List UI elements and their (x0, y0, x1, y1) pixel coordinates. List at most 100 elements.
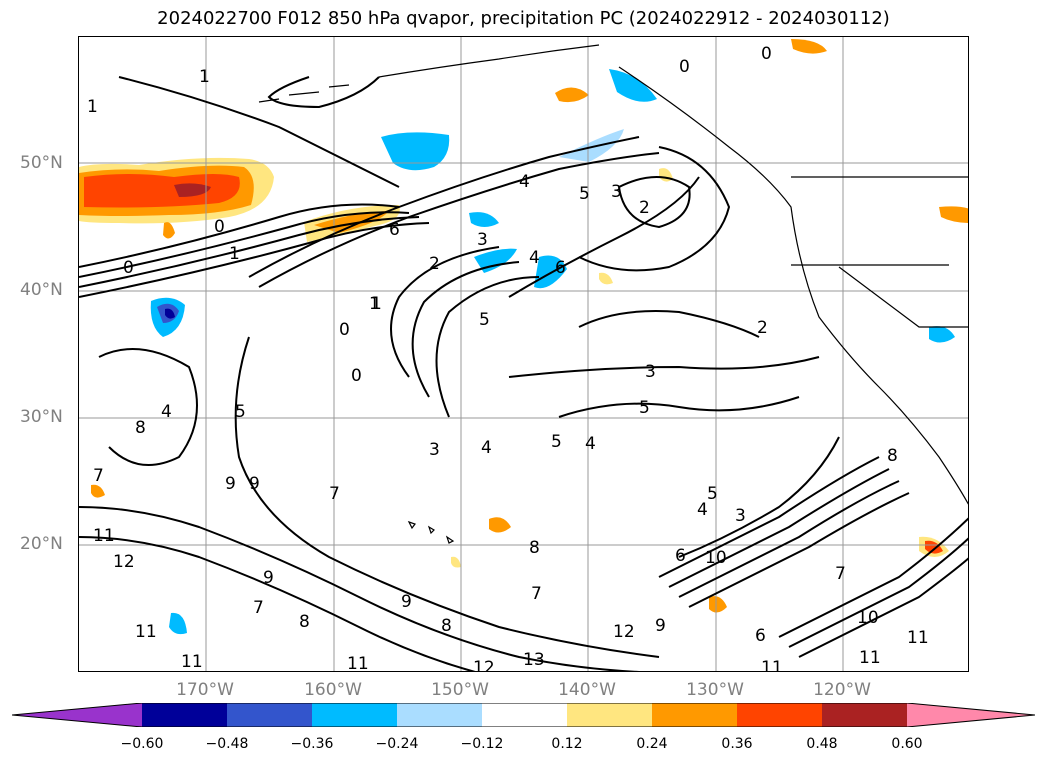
coastline (407, 520, 455, 544)
contour-line (788, 537, 968, 648)
contour-label: 4 (529, 248, 540, 268)
contour-line (248, 136, 640, 278)
contour-label: 10 (857, 608, 879, 628)
negative-anomaly-region (559, 129, 624, 162)
positive-anomaly-region (709, 596, 727, 613)
contour-label: 1 (87, 97, 98, 117)
contour-label: 4 (519, 172, 530, 192)
lat-label-20n: 20°N (20, 534, 63, 554)
contour-label: 9 (401, 592, 412, 612)
negative-anomaly-region (169, 612, 187, 635)
contour-label: 6 (675, 546, 686, 566)
contour-label: 5 (579, 184, 590, 204)
contour-line (79, 211, 410, 278)
lat-label-30n: 30°N (20, 407, 63, 427)
lon-label-170w: 170°W (176, 680, 234, 700)
colorbar-tick-label: −0.24 (375, 736, 419, 752)
contour-line (678, 480, 900, 598)
contour-line (435, 276, 540, 418)
contour-label: 11 (93, 526, 115, 546)
contour-label: 2 (639, 198, 650, 218)
map-panel[interactable]: 1 1 0 0 0 1 0 1 4 5 3 2 6 3 2 4 6 1 0 0 … (78, 36, 969, 672)
contour-label: 9 (249, 474, 260, 494)
positive-anomaly-region (791, 39, 827, 54)
positive-anomaly-region (84, 174, 240, 208)
contour-label: 4 (585, 434, 596, 454)
contour-line (508, 356, 820, 378)
contour-labels: 1 1 0 0 0 1 0 1 4 5 3 2 6 3 2 4 6 1 0 0 … (87, 44, 929, 672)
colorbar-segment (822, 703, 907, 727)
contour-label: 4 (697, 500, 708, 520)
colorbar-tick-label: −0.48 (205, 736, 249, 752)
contour-label: 9 (655, 616, 666, 636)
contour-line (258, 152, 660, 288)
colorbar-segment (567, 703, 652, 727)
coastline (258, 84, 350, 103)
contour-label: 5 (235, 402, 246, 422)
contour-label: 12 (473, 658, 495, 672)
contour-line (234, 336, 660, 658)
contour-label: 11 (181, 652, 203, 672)
colorbar (12, 703, 1035, 727)
lon-label-160w: 160°W (304, 680, 362, 700)
contour-label: 6 (755, 626, 766, 646)
contour-line (798, 557, 968, 658)
contour-label: 7 (531, 584, 542, 604)
coastline (838, 266, 968, 328)
contour-line (658, 456, 880, 578)
contour-line (508, 176, 700, 298)
contours (79, 76, 968, 671)
contour-label: 8 (441, 616, 452, 636)
contour-label: 2 (429, 254, 440, 274)
colorbar-tick-label: 0.24 (636, 736, 668, 752)
contour-line (411, 261, 520, 398)
colorbar-tick-label: −0.36 (290, 736, 334, 752)
contour-label: 3 (735, 506, 746, 526)
contour-label: 11 (347, 654, 369, 672)
coastlines (258, 44, 968, 544)
colorbar-segment (142, 703, 227, 727)
colorbar-tick-label: −0.12 (460, 736, 504, 752)
colorbar-tick-label: 0.36 (721, 736, 753, 752)
colorbar-segment (227, 703, 312, 727)
contour-label: 6 (555, 258, 566, 278)
contour-label: 1 (199, 67, 210, 87)
contour-line (778, 517, 968, 638)
map-title: 2024022700 F012 850 hPa qvapor, precipit… (157, 8, 890, 29)
colorbar-segment (12, 703, 142, 727)
shading-layer (79, 39, 968, 635)
negative-anomaly-region (534, 255, 567, 289)
contour-label: 11 (761, 658, 783, 672)
contour-label: 2 (757, 318, 768, 338)
positive-anomaly-region (925, 540, 943, 554)
contour-line (578, 310, 760, 338)
contour-label: 7 (253, 598, 264, 618)
contour-label: 11 (135, 622, 157, 642)
positive-anomaly-region (91, 484, 105, 498)
contour-line (267, 76, 380, 109)
contour-label: 7 (835, 564, 846, 584)
contour-label: 1 (369, 294, 380, 314)
colorbar-segment (907, 703, 1035, 727)
contour-label: 1 (229, 244, 240, 264)
contour-line (390, 246, 500, 378)
colorbar-tick-label: 0.12 (551, 736, 583, 752)
contour-line (98, 348, 198, 466)
negative-anomaly-region (929, 326, 955, 343)
contour-line (668, 468, 890, 588)
contour-label: 9 (263, 568, 274, 588)
colorbar-tick-label: 0.48 (806, 736, 838, 752)
colorbar-segment (397, 703, 482, 727)
contour-label: 0 (123, 258, 134, 278)
contour-label: 10 (705, 548, 727, 568)
positive-anomaly-region (489, 517, 511, 533)
contour-label: 5 (479, 310, 490, 330)
coastline (378, 44, 600, 78)
contour-label: 11 (859, 648, 881, 668)
contour-label: 4 (161, 402, 172, 422)
contour-label: 7 (93, 466, 104, 486)
contour-label: 5 (551, 432, 562, 452)
contour-line (79, 203, 400, 268)
contour-line (678, 436, 840, 558)
contour-line (79, 506, 640, 671)
